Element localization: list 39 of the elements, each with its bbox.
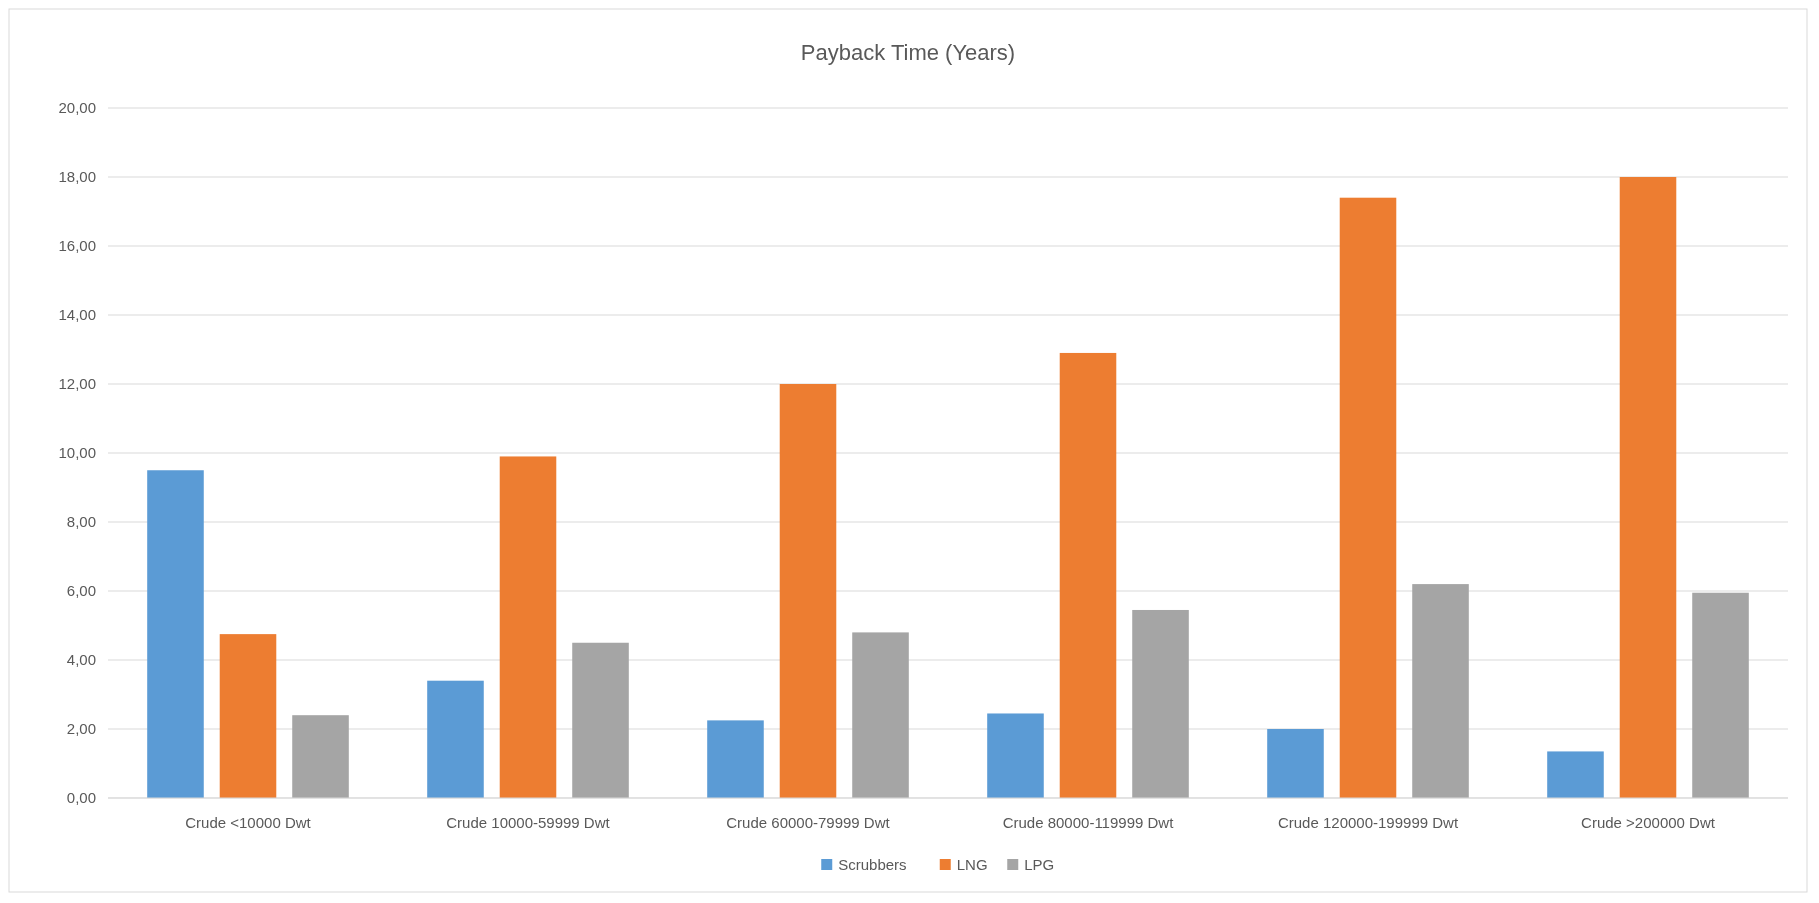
y-tick-label: 14,00 [58,306,96,324]
bar [1412,584,1469,798]
y-tick-label: 2,00 [66,720,96,738]
x-tick-label: Crude 120000-199999 Dwt [1277,814,1459,831]
bar [572,642,629,798]
legend-label: LPG [1024,856,1055,874]
y-tick-label: 12,00 [58,375,96,393]
bar [1547,751,1604,798]
x-tick-label: Crude 80000-119999 Dwt [1002,814,1175,831]
legend-label: Scrubbers [838,856,907,874]
chart-title: Payback Time (Years) [800,40,1016,65]
x-tick-label: Crude <10000 Dwt [185,814,312,831]
legend-label: LNG [956,856,988,874]
bar [1267,729,1324,798]
bar [1619,177,1677,798]
bar [1692,592,1749,798]
bar [427,680,484,798]
x-tick-label: Crude >200000 Dwt [1581,814,1716,831]
y-tick-label: 8,00 [66,513,96,531]
y-tick-label: 16,00 [58,237,96,255]
bar [292,715,349,798]
y-tick-label: 6,00 [66,582,96,600]
bar [852,632,909,798]
y-tick-label: 10,00 [58,444,96,462]
bar [499,456,557,798]
y-tick-label: 20,00 [58,99,96,117]
bar [147,470,204,798]
x-tick-label: Crude 10000-59999 Dwt [446,814,611,831]
bar [987,713,1044,798]
bar [219,634,277,798]
bar [1059,352,1117,798]
x-tick-label: Crude 60000-79999 Dwt [726,814,891,831]
bar [707,720,764,798]
y-tick-label: 18,00 [58,168,96,186]
y-tick-label: 4,00 [66,651,96,669]
bar [1339,197,1397,798]
bar [1132,609,1189,798]
bar [779,384,837,798]
y-tick-label: 0,00 [66,789,96,807]
